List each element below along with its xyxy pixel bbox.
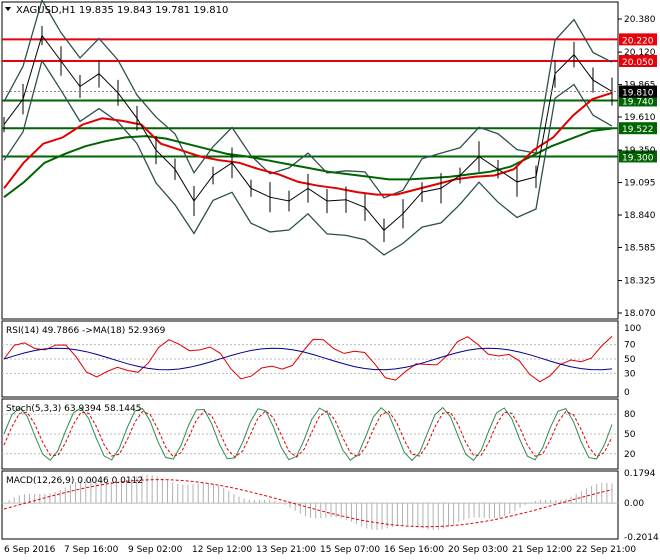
stoch-tick-label: 50 [624, 430, 636, 440]
macd-tick-label: 0.00 [624, 499, 644, 509]
macd-signal-line [3, 479, 613, 528]
current-price-label: 19.810 [622, 89, 654, 99]
level-label: 19.740 [622, 97, 654, 107]
stoch-tick-label: 20 [624, 450, 636, 460]
level-label: 19.300 [622, 153, 654, 163]
rsi-line [3, 336, 613, 383]
x-axis-label: 12 Sep 12:00 [192, 545, 252, 555]
bollinger-lower-band [3, 59, 613, 256]
current-price-label-bg [619, 85, 657, 98]
stoch-k-line [3, 406, 613, 462]
stoch-tick-label: 80 [624, 410, 636, 420]
macd-tick-label: -0.2014 [624, 533, 659, 543]
rsi-header: RSI(14) 49.7866 ->MA(18) 52.9369 [6, 326, 166, 336]
level-label: 19.522 [622, 125, 654, 135]
header-dropdown-icon[interactable] [5, 7, 11, 11]
y-tick-label: 20.120 [624, 48, 656, 58]
level-label: 20.050 [622, 58, 654, 68]
y-tick-label: 18.840 [624, 211, 656, 221]
y-tick-label: 20.380 [624, 15, 656, 25]
level-label: 20.220 [622, 36, 654, 46]
rsi-tick-label: 50 [624, 355, 636, 365]
stoch-header: Stoch(5,3,3) 63.9394 58.1445 [6, 404, 141, 414]
y-tick-label: 19.095 [624, 179, 656, 189]
rsi-tick-label: 0 [624, 388, 630, 398]
chart-header: XAGUSD,H1 19.835 19.843 19.781 19.810 [16, 5, 228, 16]
x-axis-label: 9 Sep 02:00 [128, 545, 183, 555]
price-pane [1, 1, 619, 320]
level-label-bg [619, 150, 657, 163]
y-tick-label: 18.070 [624, 309, 656, 319]
bollinger-upper-band [3, 0, 613, 199]
price-line [3, 34, 613, 232]
level-label-bg [619, 55, 657, 67]
x-axis-label: 15 Sep 07:00 [320, 545, 380, 555]
macd-header: MACD(12,26,9) 0.0046 0.0112 [6, 476, 143, 486]
stoch-d-line [3, 410, 613, 458]
y-tick-label: 19.350 [624, 146, 656, 156]
x-axis-label: 6 Sep 2016 [4, 545, 56, 555]
rsi-ma-line [3, 347, 613, 371]
x-axis-label: 20 Sep 03:00 [448, 545, 508, 555]
x-axis-label: 13 Sep 21:00 [256, 545, 316, 555]
x-axis-label: 16 Sep 16:00 [384, 545, 444, 555]
rsi-tick-label: 30 [624, 369, 636, 379]
rsi-tick-label: 100 [624, 324, 641, 334]
macd-tick-label: 0.1794 [624, 469, 656, 479]
x-axis-label: 7 Sep 16:00 [64, 545, 119, 555]
y-tick-label: 19.610 [624, 113, 656, 123]
rsi-tick-label: 70 [624, 341, 636, 351]
y-tick-label: 18.585 [624, 243, 656, 253]
x-axis-label: 22 Sep 21:00 [576, 545, 636, 555]
y-tick-label: 19.865 [624, 81, 656, 91]
y-tick-label: 18.325 [624, 277, 656, 287]
x-axis-label: 21 Sep 12:00 [512, 545, 572, 555]
level-label-bg [619, 33, 657, 46]
level-label-bg [619, 122, 657, 135]
ma-green-line [3, 127, 613, 198]
